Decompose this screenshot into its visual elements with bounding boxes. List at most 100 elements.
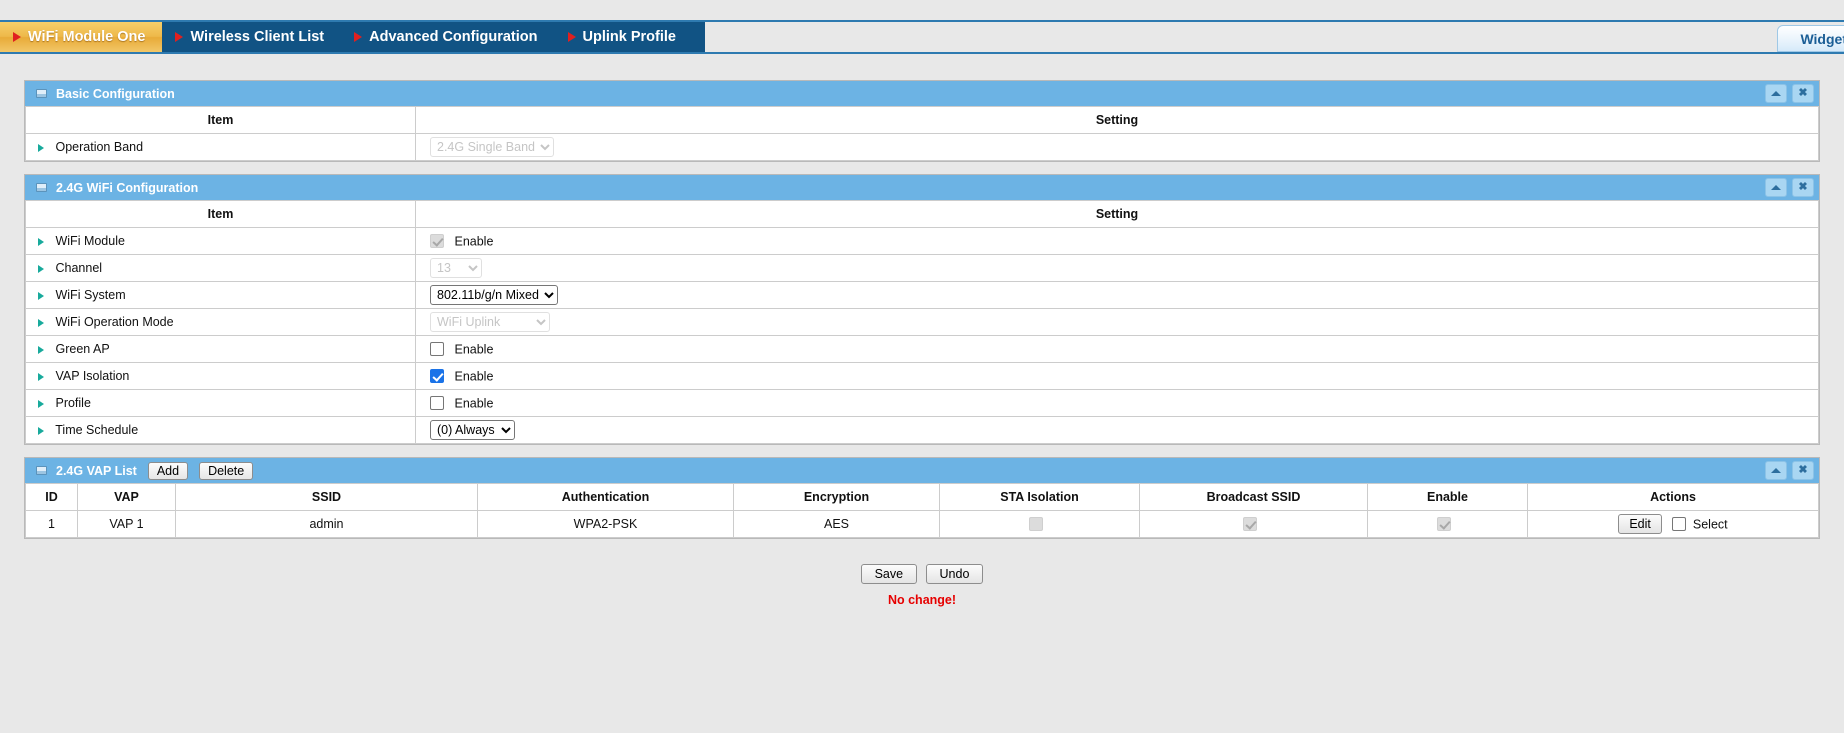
panel-24g-vap-list: 2.4G VAP List Add Delete ✖ ID VAP SSID A… (24, 457, 1820, 539)
panel-header-buttons: ✖ (1765, 461, 1814, 480)
profile-checkbox[interactable] (430, 396, 444, 411)
row-operation-band: Operation Band 2.4G Single Band (25, 133, 1819, 161)
undo-button[interactable]: Undo (925, 564, 984, 584)
arrow-right-icon (38, 399, 44, 408)
triangle-bullet-icon (175, 32, 184, 42)
row-label-cell: Green AP (25, 335, 416, 363)
page-content: Basic Configuration ✖ Item Setting Opera… (0, 54, 1844, 607)
green-ap-checkbox-label: Enable (454, 342, 494, 357)
collapse-button[interactable] (1765, 84, 1787, 103)
panel-header-basic-configuration: Basic Configuration ✖ (25, 81, 1819, 106)
column-setting: Setting (415, 106, 1819, 134)
column-authentication: Authentication (477, 483, 734, 511)
row-label: WiFi System (55, 288, 126, 302)
close-icon: ✖ (1798, 464, 1808, 476)
tab-advanced-configuration[interactable]: Advanced Configuration (341, 22, 554, 52)
row-label-cell: VAP Isolation (25, 362, 416, 390)
tab-bar: WiFi Module One Wireless Client List Adv… (0, 20, 1844, 54)
panel-header-buttons: ✖ (1765, 178, 1814, 197)
triangle-bullet-icon (567, 32, 576, 42)
panel-basic-configuration: Basic Configuration ✖ Item Setting Opera… (24, 80, 1820, 162)
collapse-button[interactable] (1765, 461, 1787, 480)
arrow-right-icon (38, 237, 44, 246)
sta-isolation-checkbox (1029, 517, 1043, 532)
triangle-bullet-icon (13, 32, 21, 42)
column-id: ID (25, 483, 78, 511)
panel-header-buttons: ✖ (1765, 84, 1814, 103)
cell-id: 1 (25, 510, 78, 538)
row-setting-cell: Enable (415, 389, 1819, 417)
close-button[interactable]: ✖ (1792, 178, 1814, 197)
row-channel: Channel 13 (25, 254, 1819, 282)
cell-vap: VAP 1 (77, 510, 176, 538)
column-item: Item (25, 106, 416, 134)
window-icon (36, 466, 47, 475)
column-encryption: Encryption (733, 483, 940, 511)
panel-header-24g-vap-list: 2.4G VAP List Add Delete ✖ (25, 458, 1819, 483)
row-label: Time Schedule (55, 423, 139, 437)
tab-uplink-profile[interactable]: Uplink Profile (555, 22, 693, 52)
panel-title: Basic Configuration (56, 86, 175, 101)
wifi-operation-mode-select[interactable]: WiFi Uplink (430, 312, 550, 332)
cell-authentication: WPA2-PSK (477, 510, 734, 538)
operation-band-select[interactable]: 2.4G Single Band (430, 137, 554, 157)
row-time-schedule: Time Schedule (0) Always (25, 416, 1819, 444)
column-vap: VAP (77, 483, 176, 511)
close-button[interactable]: ✖ (1792, 84, 1814, 103)
row-label-cell: Time Schedule (25, 416, 416, 444)
chevron-up-icon (1771, 185, 1781, 190)
enable-checkbox (1437, 517, 1451, 532)
wifi-configuration-table: Item Setting WiFi Module Enable Channel (25, 200, 1819, 444)
close-button[interactable]: ✖ (1792, 461, 1814, 480)
channel-select[interactable]: 13 (430, 258, 482, 278)
profile-checkbox-label: Enable (454, 396, 494, 411)
column-ssid: SSID (175, 483, 478, 511)
tab-wireless-client-list[interactable]: Wireless Client List (162, 22, 341, 52)
widget-button[interactable]: Widget (1777, 25, 1844, 52)
column-actions: Actions (1527, 483, 1819, 511)
row-setting-cell: (0) Always (415, 416, 1819, 444)
column-item: Item (25, 200, 416, 228)
row-label-cell: Channel (25, 254, 416, 282)
row-vap-isolation: VAP Isolation Enable (25, 362, 1819, 390)
wifi-system-select[interactable]: 802.11b/g/n Mixed (430, 285, 558, 305)
collapse-button[interactable] (1765, 178, 1787, 197)
vap-isolation-checkbox-label: Enable (454, 369, 494, 384)
vap-list-table: ID VAP SSID Authentication Encryption ST… (25, 483, 1819, 538)
chevron-up-icon (1771, 91, 1781, 96)
column-broadcast-ssid: Broadcast SSID (1139, 483, 1368, 511)
column-enable: Enable (1367, 483, 1528, 511)
row-setting-cell: Enable (415, 227, 1819, 255)
form-footer: Save Undo No change! (24, 551, 1820, 607)
save-button[interactable]: Save (860, 564, 918, 584)
delete-button[interactable]: Delete (199, 461, 254, 480)
add-button[interactable]: Add (147, 461, 189, 480)
close-icon: ✖ (1798, 181, 1808, 193)
tab-wifi-module-one[interactable]: WiFi Module One (0, 22, 163, 52)
select-label: Select (1692, 517, 1728, 532)
time-schedule-select[interactable]: (0) Always (430, 420, 515, 440)
cell-sta-isolation (939, 510, 1140, 538)
tab-list: WiFi Module One Wireless Client List Adv… (0, 22, 705, 52)
vap-isolation-checkbox[interactable] (430, 369, 444, 384)
row-setting-cell: 802.11b/g/n Mixed (415, 281, 1819, 309)
select-checkbox[interactable] (1671, 517, 1686, 532)
basic-configuration-table: Item Setting Operation Band 2.4G Single … (25, 106, 1819, 161)
table-header-row: Item Setting (25, 106, 1819, 134)
table-header-row: ID VAP SSID Authentication Encryption ST… (25, 483, 1819, 511)
row-label: WiFi Operation Mode (55, 315, 174, 329)
arrow-right-icon (38, 291, 44, 300)
window-icon (36, 89, 47, 98)
row-label: WiFi Module (55, 234, 125, 248)
chevron-up-icon (1771, 468, 1781, 473)
panel-title: 2.4G WiFi Configuration (56, 180, 199, 195)
row-label-cell: Profile (25, 389, 416, 417)
cell-actions: Edit Select (1527, 510, 1819, 538)
select-control[interactable]: Select (1671, 517, 1728, 532)
green-ap-checkbox[interactable] (430, 342, 444, 357)
row-profile: Profile Enable (25, 389, 1819, 417)
edit-button[interactable]: Edit (1618, 514, 1662, 534)
window-icon (36, 183, 47, 192)
row-label: VAP Isolation (55, 369, 130, 383)
cell-encryption: AES (733, 510, 940, 538)
